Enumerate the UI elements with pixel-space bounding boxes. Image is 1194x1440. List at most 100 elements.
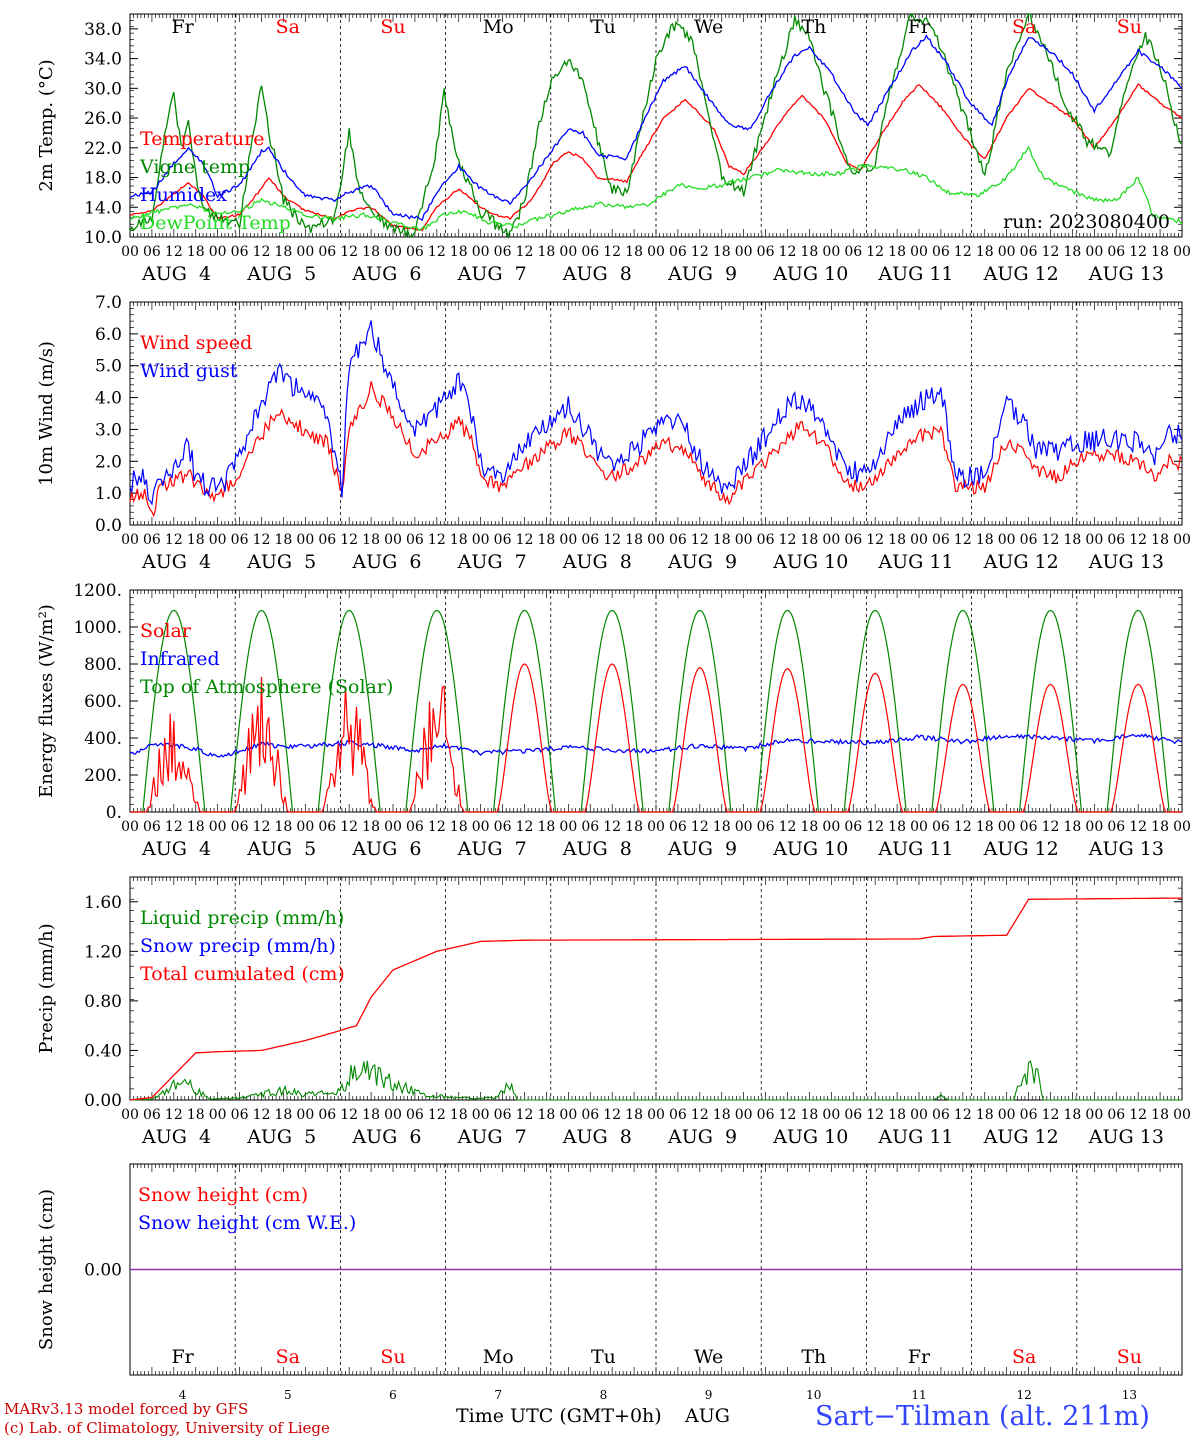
x-hour-label: 00	[735, 819, 753, 835]
y-tick-label: 38.0	[84, 20, 122, 40]
legend-total-cumulated-cm-: Total cumulated (cm)	[140, 963, 345, 985]
x-hour-label: 00	[1085, 532, 1103, 548]
x-hour-label: 12	[253, 819, 271, 835]
x-hour-label: 00	[209, 532, 227, 548]
weekday-label: Mo	[483, 16, 514, 38]
x-hour-label: 12	[1129, 532, 1147, 548]
x-hour-label: 06	[581, 244, 599, 260]
x-hour-label: 00	[296, 532, 314, 548]
x-hour-label: 00	[1173, 819, 1191, 835]
x-hour-label: 18	[275, 1107, 293, 1123]
y-tick-label: 1.0	[95, 484, 122, 504]
day-number-label: 12	[1017, 1388, 1032, 1402]
x-hour-label: 06	[143, 532, 161, 548]
x-date-label: AUG 6	[351, 838, 421, 860]
x-hour-label: 00	[121, 532, 139, 548]
legend-top-of-atmosphere-solar-: Top of Atmosphere (Solar)	[140, 676, 393, 698]
x-hour-label: 12	[691, 1107, 709, 1123]
x-hour-label: 18	[362, 1107, 380, 1123]
x-hour-label: 06	[581, 532, 599, 548]
x-hour-label: 06	[669, 1107, 687, 1123]
x-hour-label: 00	[647, 819, 665, 835]
weekday-label-bottom: We	[694, 1346, 723, 1368]
x-hour-label: 00	[559, 1107, 577, 1123]
y-tick-label: 34.0	[84, 50, 122, 70]
x-hour-label: 00	[209, 1107, 227, 1123]
x-hour-label: 12	[779, 532, 797, 548]
weekday-label: Su	[1117, 16, 1142, 38]
y-tick-label: 0.0	[95, 516, 122, 536]
x-hour-label: 12	[779, 819, 797, 835]
x-hour-label: 12	[779, 1107, 797, 1123]
x-hour-label: 18	[362, 532, 380, 548]
month-label: AUG	[685, 1405, 730, 1427]
y-tick-label: 22.0	[84, 139, 122, 159]
x-hour-label: 06	[1107, 532, 1125, 548]
x-hour-label: 18	[275, 244, 293, 260]
x-hour-label: 00	[559, 244, 577, 260]
y-tick-label: 0.00	[84, 1261, 122, 1281]
x-hour-label: 18	[362, 244, 380, 260]
y-axis-title: Energy fluxes (W/m²)	[36, 604, 57, 798]
x-hour-label: 12	[340, 244, 358, 260]
legend-snow-height-cm-: Snow height (cm)	[138, 1184, 308, 1206]
y-tick-label: 7.0	[95, 293, 122, 313]
x-date-label: AUG 5	[246, 838, 316, 860]
x-date-label: AUG 10	[772, 838, 848, 860]
x-hour-label: 00	[647, 1107, 665, 1123]
x-hour-label: 00	[910, 532, 928, 548]
y-tick-label: 200.	[84, 766, 122, 786]
weekday-label-bottom: Su	[1117, 1346, 1142, 1368]
x-hour-label: 18	[275, 819, 293, 835]
x-hour-label: 18	[713, 244, 731, 260]
weekday-label: Sa	[1012, 16, 1036, 38]
x-date-label: AUG 13	[1088, 838, 1164, 860]
x-hour-label: 12	[165, 819, 183, 835]
x-hour-label: 06	[1107, 1107, 1125, 1123]
day-number-label: 8	[600, 1388, 608, 1402]
x-date-label: AUG 10	[772, 263, 848, 285]
x-hour-label: 12	[1042, 1107, 1060, 1123]
x-date-label: AUG 10	[772, 1126, 848, 1148]
x-hour-label: 18	[625, 244, 643, 260]
x-date-label: AUG 9	[667, 551, 737, 573]
x-hour-label: 18	[976, 532, 994, 548]
x-hour-label: 06	[844, 532, 862, 548]
x-date-label: AUG 4	[141, 1126, 211, 1148]
x-hour-label: 12	[603, 244, 621, 260]
x-hour-label: 00	[384, 1107, 402, 1123]
x-hour-label: 18	[801, 244, 819, 260]
x-hour-label: 12	[866, 1107, 884, 1123]
x-hour-label: 12	[866, 532, 884, 548]
legend-solar: Solar	[140, 620, 192, 642]
x-hour-label: 18	[450, 1107, 468, 1123]
x-date-label: AUG 9	[667, 838, 737, 860]
x-hour-label: 12	[1129, 244, 1147, 260]
x-hour-label: 18	[187, 819, 205, 835]
legend-temperature: Temperature	[140, 128, 264, 150]
x-hour-label: 06	[1020, 1107, 1038, 1123]
x-hour-label: 06	[757, 819, 775, 835]
x-hour-label: 00	[998, 244, 1016, 260]
weekday-label: Fr	[171, 16, 194, 38]
x-date-label: AUG 13	[1088, 263, 1164, 285]
x-hour-label: 00	[735, 532, 753, 548]
x-hour-label: 18	[713, 1107, 731, 1123]
y-tick-label: 18.0	[84, 169, 122, 189]
credit-line-1: MARv3.13 model forced by GFS	[4, 1400, 249, 1418]
x-date-label: AUG 8	[562, 1126, 632, 1148]
x-hour-label: 00	[209, 819, 227, 835]
x-hour-label: 00	[121, 1107, 139, 1123]
weekday-label-bottom: Sa	[276, 1346, 300, 1368]
x-date-label: AUG 12	[983, 551, 1059, 573]
weekday-label: Sa	[276, 16, 300, 38]
x-hour-label: 06	[231, 532, 249, 548]
x-hour-label: 00	[1173, 532, 1191, 548]
x-hour-label: 18	[538, 532, 556, 548]
x-hour-label: 18	[1151, 819, 1169, 835]
x-hour-label: 00	[998, 1107, 1016, 1123]
y-tick-label: 1000.	[73, 618, 122, 638]
credit-line-2: (c) Lab. of Climatology, University of L…	[4, 1419, 330, 1437]
day-number-label: 6	[389, 1388, 397, 1402]
